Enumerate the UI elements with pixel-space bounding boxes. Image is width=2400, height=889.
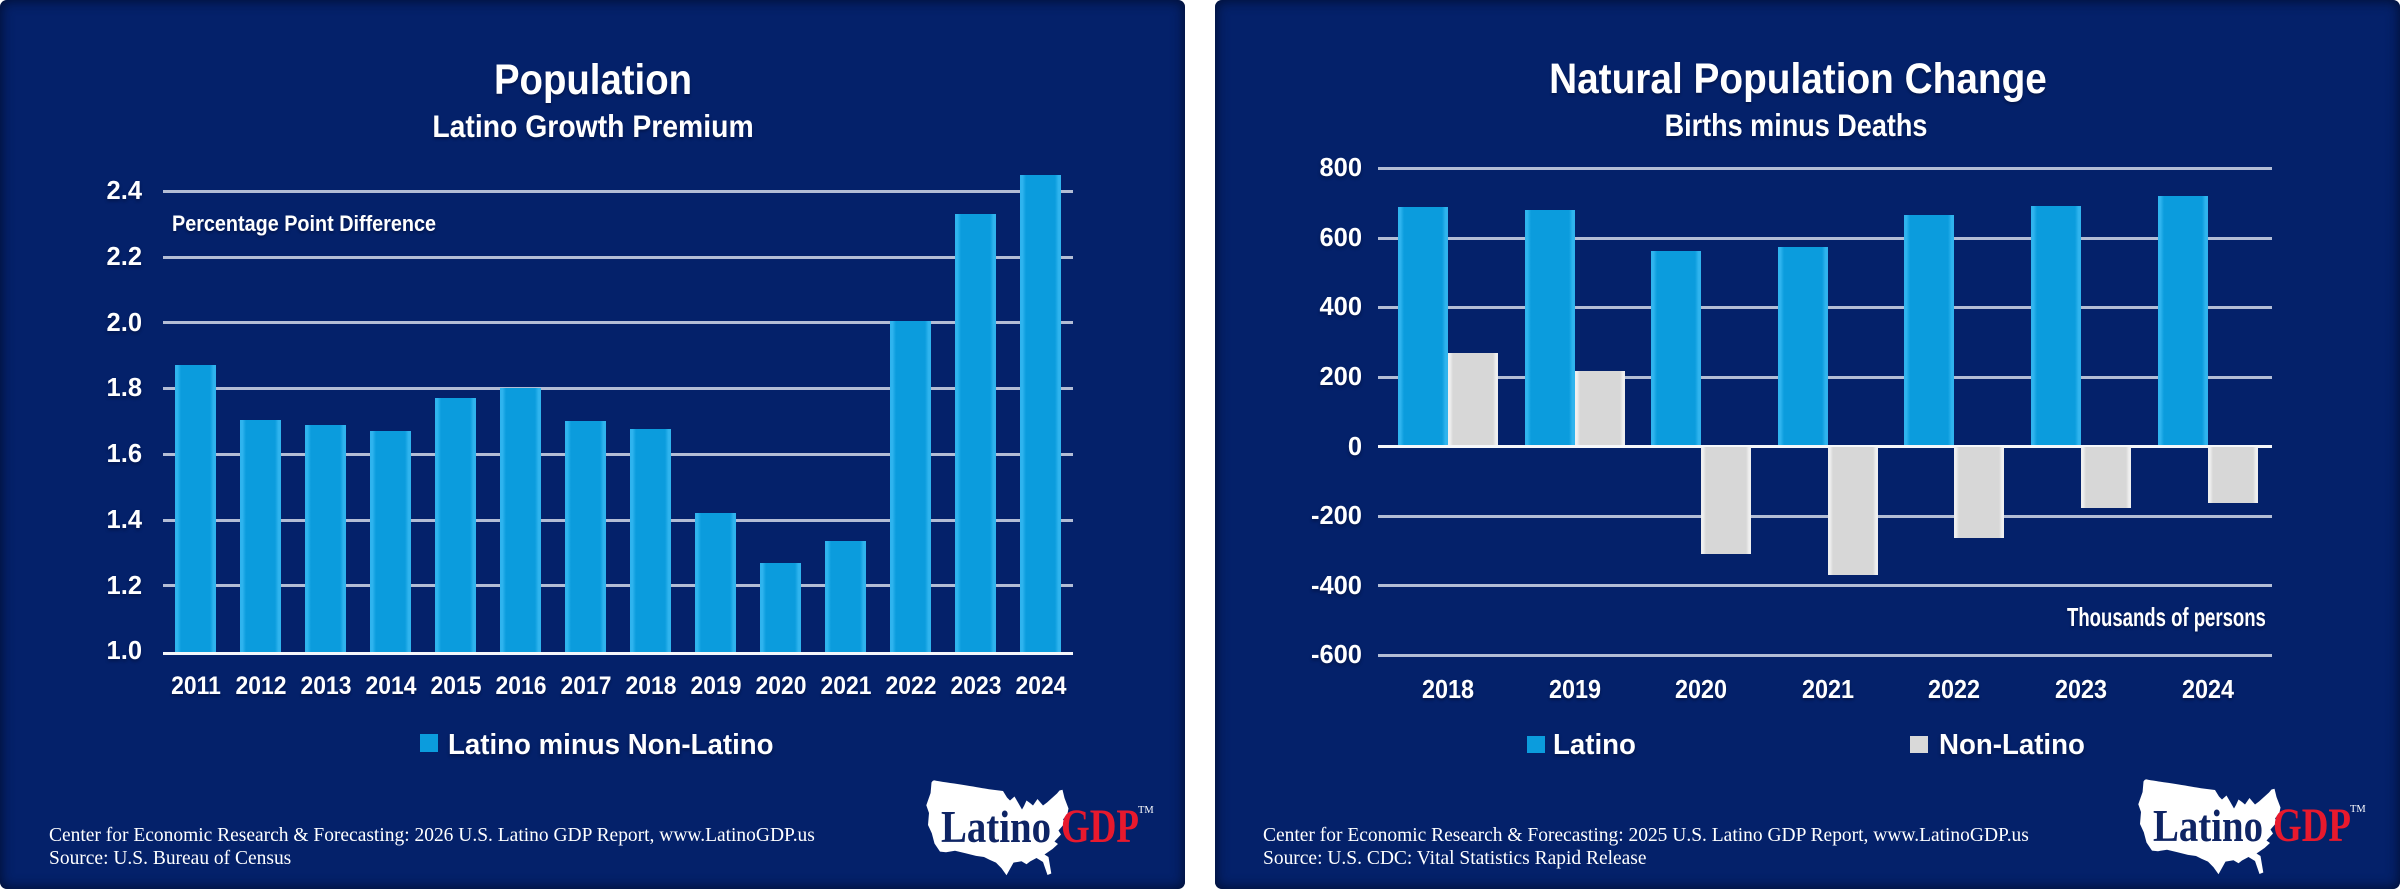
svg-text:Latino: Latino xyxy=(941,801,1051,852)
svg-text:Latino: Latino xyxy=(2153,800,2263,851)
svg-text:GDP: GDP xyxy=(2273,800,2351,852)
svg-text:TM: TM xyxy=(2350,804,2366,815)
svg-text:TM: TM xyxy=(1138,805,1154,816)
svg-text:GDP: GDP xyxy=(1061,801,1139,853)
